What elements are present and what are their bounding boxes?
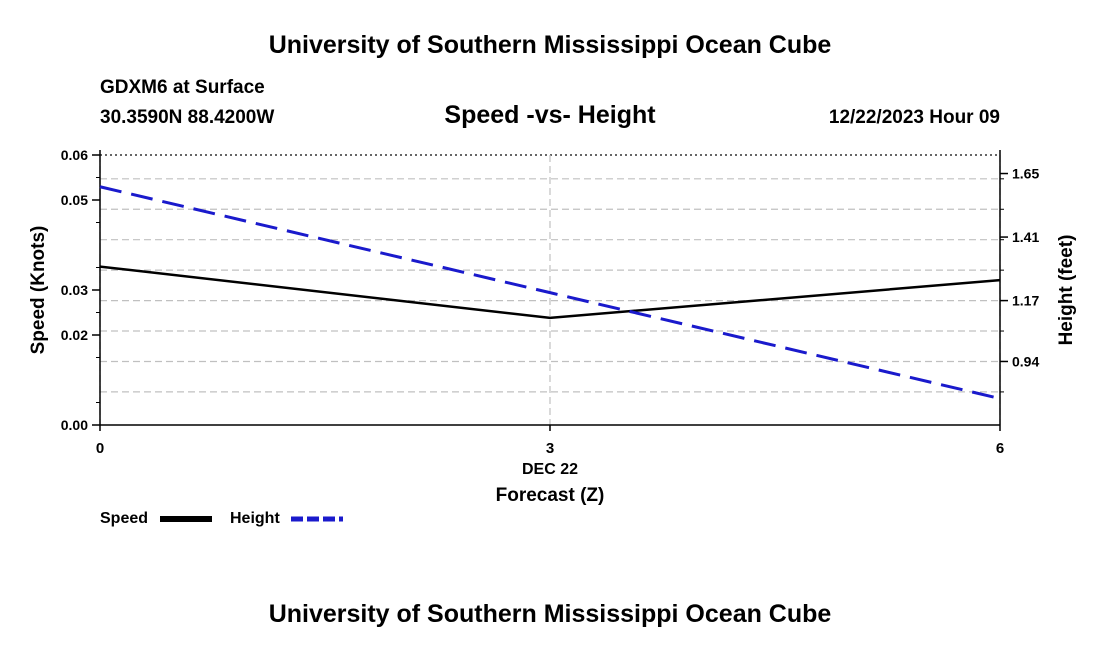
station-coordinates: 30.3590N 88.4200W	[100, 107, 275, 128]
right-tick-label: 1.65	[1012, 166, 1039, 182]
left-axis-label: Speed (Knots)	[28, 226, 49, 355]
legend-speed-label: Speed	[100, 510, 149, 527]
left-tick-label: 0.03	[61, 282, 88, 298]
legend-height-swatch	[291, 516, 343, 522]
chart-title: Speed -vs- Height	[444, 101, 656, 129]
left-tick-label: 0.05	[61, 192, 88, 208]
series-line-height	[99, 185, 1001, 400]
station-name: GDXM6 at Surface	[100, 77, 265, 98]
main-title: University of Southern Mississippi Ocean…	[268, 31, 832, 59]
right-tick-label: 0.94	[1012, 353, 1039, 369]
x-tick-label: 0	[96, 440, 104, 457]
footer-title: University of Southern Mississippi Ocean…	[268, 600, 832, 628]
right-tick-label: 1.17	[1012, 293, 1039, 309]
legend-speed-swatch	[160, 516, 212, 522]
left-tick-label: 0.02	[61, 327, 88, 343]
speed-height-chart: 0.00 0.02 0.03 0.05 0.06 0.94 1.17 1.41 1.65 0 3 6 D…	[28, 147, 1077, 506]
series-line-speed	[99, 265, 1001, 320]
left-tick-label: 0.06	[61, 147, 88, 163]
x-date-label: DEC 22	[522, 461, 578, 478]
x-tick-label: 3	[546, 440, 554, 457]
x-tick-label: 6	[996, 440, 1004, 457]
left-tick-label: 0.00	[61, 417, 88, 433]
right-tick-label: 1.41	[1012, 229, 1039, 245]
right-axis-label: Height (feet)	[1056, 235, 1077, 346]
chart-date: 12/22/2023 Hour 09	[828, 107, 1000, 128]
legend-height-label: Height	[230, 510, 280, 527]
x-axis-label: Forecast (Z)	[496, 485, 605, 506]
